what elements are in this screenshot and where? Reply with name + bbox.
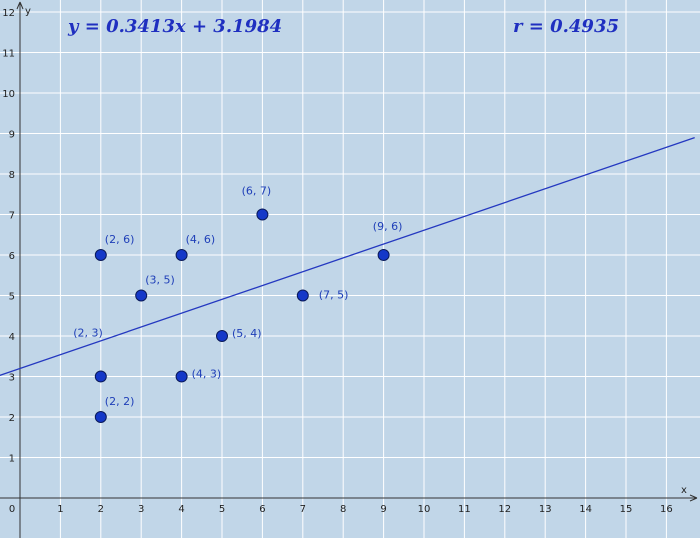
data-point	[175, 370, 188, 383]
point-label: (2, 3)	[73, 327, 103, 340]
y-axis-arrow	[16, 1, 24, 10]
y-tick-label: 6	[9, 251, 15, 262]
point-label: (7, 5)	[319, 289, 349, 302]
x-axis-label: x	[681, 485, 687, 496]
x-tick-label: 7	[300, 504, 306, 515]
point-label: (3, 5)	[145, 274, 175, 287]
data-point	[94, 249, 107, 261]
point-labels: (2, 6) (2, 3) (2, 2) (3, 5) (4, 6) (4, 3) (5, …	[73, 185, 402, 409]
y-tick-label: 1	[9, 454, 15, 465]
data-point	[296, 289, 309, 302]
y-tick-label: 4	[9, 332, 15, 343]
x-tick-label: 1	[57, 504, 63, 515]
data-point	[94, 411, 107, 423]
y-axis-label: y	[25, 6, 31, 17]
x-tick-label: 12	[498, 504, 511, 515]
y-tick-label: 11	[2, 49, 15, 60]
regression-line-layer	[0, 137, 695, 376]
x-tick-label: 5	[219, 504, 225, 515]
regression-equation: y = 0.3413x + 3.1984	[67, 16, 282, 37]
data-point	[94, 370, 107, 383]
point-label: (5, 4)	[232, 327, 262, 340]
point-label: (9, 6)	[373, 220, 403, 233]
point-label: (2, 6)	[105, 233, 135, 246]
data-point	[135, 289, 148, 302]
x-tick-label: 0	[9, 504, 15, 515]
x-tick-label: 11	[458, 504, 471, 515]
x-tick-label: 15	[620, 504, 633, 515]
x-tick-label: 2	[98, 504, 104, 515]
x-tick-label: 14	[579, 504, 592, 515]
y-tick-label: 9	[9, 130, 15, 141]
data-point	[377, 249, 390, 261]
x-tick-label: 8	[340, 504, 346, 515]
data-points	[94, 208, 390, 423]
point-label: (2, 2)	[105, 395, 135, 408]
point-label: (4, 3)	[192, 368, 222, 381]
x-tick-label: 4	[178, 504, 184, 515]
y-tick-label: 12	[2, 8, 15, 19]
regression-line	[0, 137, 695, 376]
x-tick-label: 9	[380, 504, 386, 515]
x-tick-label: 13	[539, 504, 552, 515]
x-tick-label: 16	[660, 504, 673, 515]
y-tick-label: 10	[2, 89, 15, 100]
correlation-coefficient: r = 0.4935	[513, 16, 619, 37]
data-point	[216, 330, 228, 342]
y-tick-label: 2	[9, 413, 15, 424]
y-tick-label: 7	[9, 211, 15, 222]
y-tick-label: 8	[9, 170, 15, 181]
y-tick-label: 3	[9, 373, 15, 384]
x-tick-label: 3	[138, 504, 144, 515]
data-point	[256, 208, 269, 221]
y-tick-label: 5	[9, 292, 15, 303]
x-axis-arrow	[689, 494, 698, 502]
point-label: (4, 6)	[186, 233, 216, 246]
point-label: (6, 7)	[242, 185, 272, 198]
x-tick-label: 6	[259, 504, 265, 515]
x-tick-label: 10	[418, 504, 431, 515]
data-point	[175, 249, 188, 261]
